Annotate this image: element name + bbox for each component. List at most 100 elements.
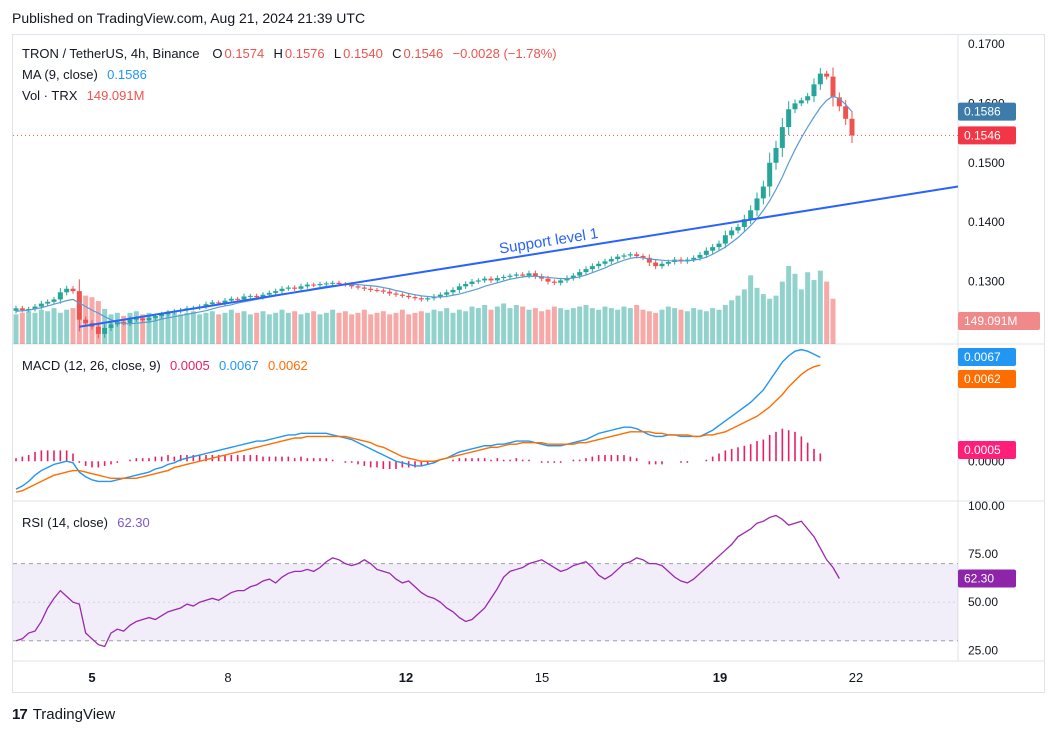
candle-body: [665, 261, 671, 264]
candle-body: [108, 324, 114, 328]
x-tick-label: 19: [713, 670, 727, 685]
volume-bar: [710, 308, 716, 344]
volume-bar: [760, 294, 766, 344]
volume-bar: [741, 289, 747, 344]
close-label: C: [392, 46, 402, 61]
candle-body: [209, 302, 215, 305]
macd-legend[interactable]: MACD (12, 26, close, 9) 0.0005 0.0067 0.…: [22, 358, 310, 373]
volume-bar: [361, 309, 367, 344]
volume-bar: [152, 315, 158, 344]
volume-bar: [589, 308, 595, 344]
candle-body: [653, 262, 659, 267]
candle-body: [608, 259, 614, 262]
volume-bar: [418, 311, 424, 344]
volume-bar: [336, 312, 342, 344]
candle-body: [741, 219, 747, 227]
candle-body: [513, 274, 519, 276]
volume-bar: [564, 309, 570, 344]
volume-bar: [817, 270, 823, 344]
volume-bar: [824, 281, 830, 344]
macd-hist-badge-box: [958, 441, 1016, 459]
symbol-legend[interactable]: TRON / TetherUS, 4h, Binance O 0.1574 H 0.…: [22, 46, 559, 61]
volume-bar: [45, 311, 51, 344]
candle-body: [792, 103, 798, 110]
rsi-label: RSI (14, close): [22, 515, 108, 530]
x-tick-label: 5: [88, 670, 95, 685]
candle-body: [722, 235, 728, 244]
candle-body: [735, 226, 741, 231]
ma-value: 0.1586: [107, 67, 147, 82]
volume-bar: [640, 309, 646, 344]
volume-bar: [330, 309, 336, 344]
candle-body: [349, 284, 355, 287]
candle-body: [152, 316, 158, 318]
tradingview-logo[interactable]: 17 TradingView: [12, 706, 115, 723]
candle-body: [95, 326, 101, 334]
volume-bar: [57, 312, 63, 344]
volume-bar: [197, 314, 203, 344]
volume-bar: [216, 314, 222, 344]
volume-bar: [463, 311, 469, 344]
candle-body: [45, 301, 51, 304]
candle-body: [659, 263, 665, 267]
candle-body: [374, 289, 380, 291]
volume-bar: [254, 312, 260, 344]
volume-label: Vol · TRX: [22, 88, 78, 103]
volume-bar: [412, 312, 418, 344]
volume-bar: [577, 306, 583, 344]
candle-body: [558, 280, 564, 283]
open-value: 0.1574: [224, 46, 265, 61]
volume-bar: [786, 266, 792, 344]
volume-bar: [716, 309, 722, 344]
volume-bar: [273, 312, 279, 344]
volume-legend[interactable]: Vol · TRX 149.091M: [22, 88, 146, 103]
ma-badge-box: [958, 102, 1016, 121]
volume-bar: [38, 309, 44, 344]
candle-body: [532, 273, 538, 277]
volume-bar: [323, 312, 329, 344]
candle-body: [387, 291, 393, 294]
ma-legend[interactable]: MA (9, close) 0.1586: [22, 67, 149, 82]
volume-bar: [342, 311, 348, 344]
candle-body: [266, 292, 272, 295]
close-value: 0.1546: [403, 46, 444, 61]
volume-bar: [678, 309, 684, 344]
x-tick-label: 12: [399, 670, 413, 685]
volume-bar: [608, 308, 614, 344]
volume-bar: [475, 308, 481, 344]
volume-bar: [659, 309, 665, 344]
candle-body: [235, 298, 241, 300]
published-note: Published on TradingView.com, Aug 21, 20…: [12, 10, 366, 26]
candle-body: [482, 278, 488, 281]
volume-bar: [171, 312, 177, 344]
volume-bar: [203, 312, 209, 344]
candle-body: [450, 289, 456, 293]
volume-bar: [26, 311, 32, 344]
volume-bar: [558, 308, 564, 344]
volume-bar: [292, 311, 298, 344]
volume-bar: [539, 311, 545, 344]
volume-bar: [488, 309, 494, 344]
volume-bar: [798, 289, 804, 344]
volume-bar: [228, 309, 234, 344]
candle-body: [501, 276, 507, 279]
candle-body: [311, 284, 317, 286]
volume-bar: [748, 275, 754, 344]
candle-body: [32, 306, 38, 309]
candle-body: [798, 100, 804, 104]
candle-body: [64, 288, 70, 293]
candle-body: [634, 254, 640, 257]
macd-line-badge-box: [958, 348, 1016, 366]
volume-bar: [551, 306, 557, 344]
volume-bar: [526, 309, 532, 344]
candle-body: [393, 293, 399, 295]
candle-body: [247, 295, 253, 297]
candle-body: [241, 296, 247, 300]
volume-bar: [811, 280, 817, 344]
rsi-legend[interactable]: RSI (14, close) 62.30: [22, 515, 152, 530]
volume-bar: [722, 305, 728, 344]
macd-signal-value: 0.0062: [267, 358, 308, 373]
volume-bar: [190, 311, 196, 344]
candle-body: [127, 319, 133, 324]
